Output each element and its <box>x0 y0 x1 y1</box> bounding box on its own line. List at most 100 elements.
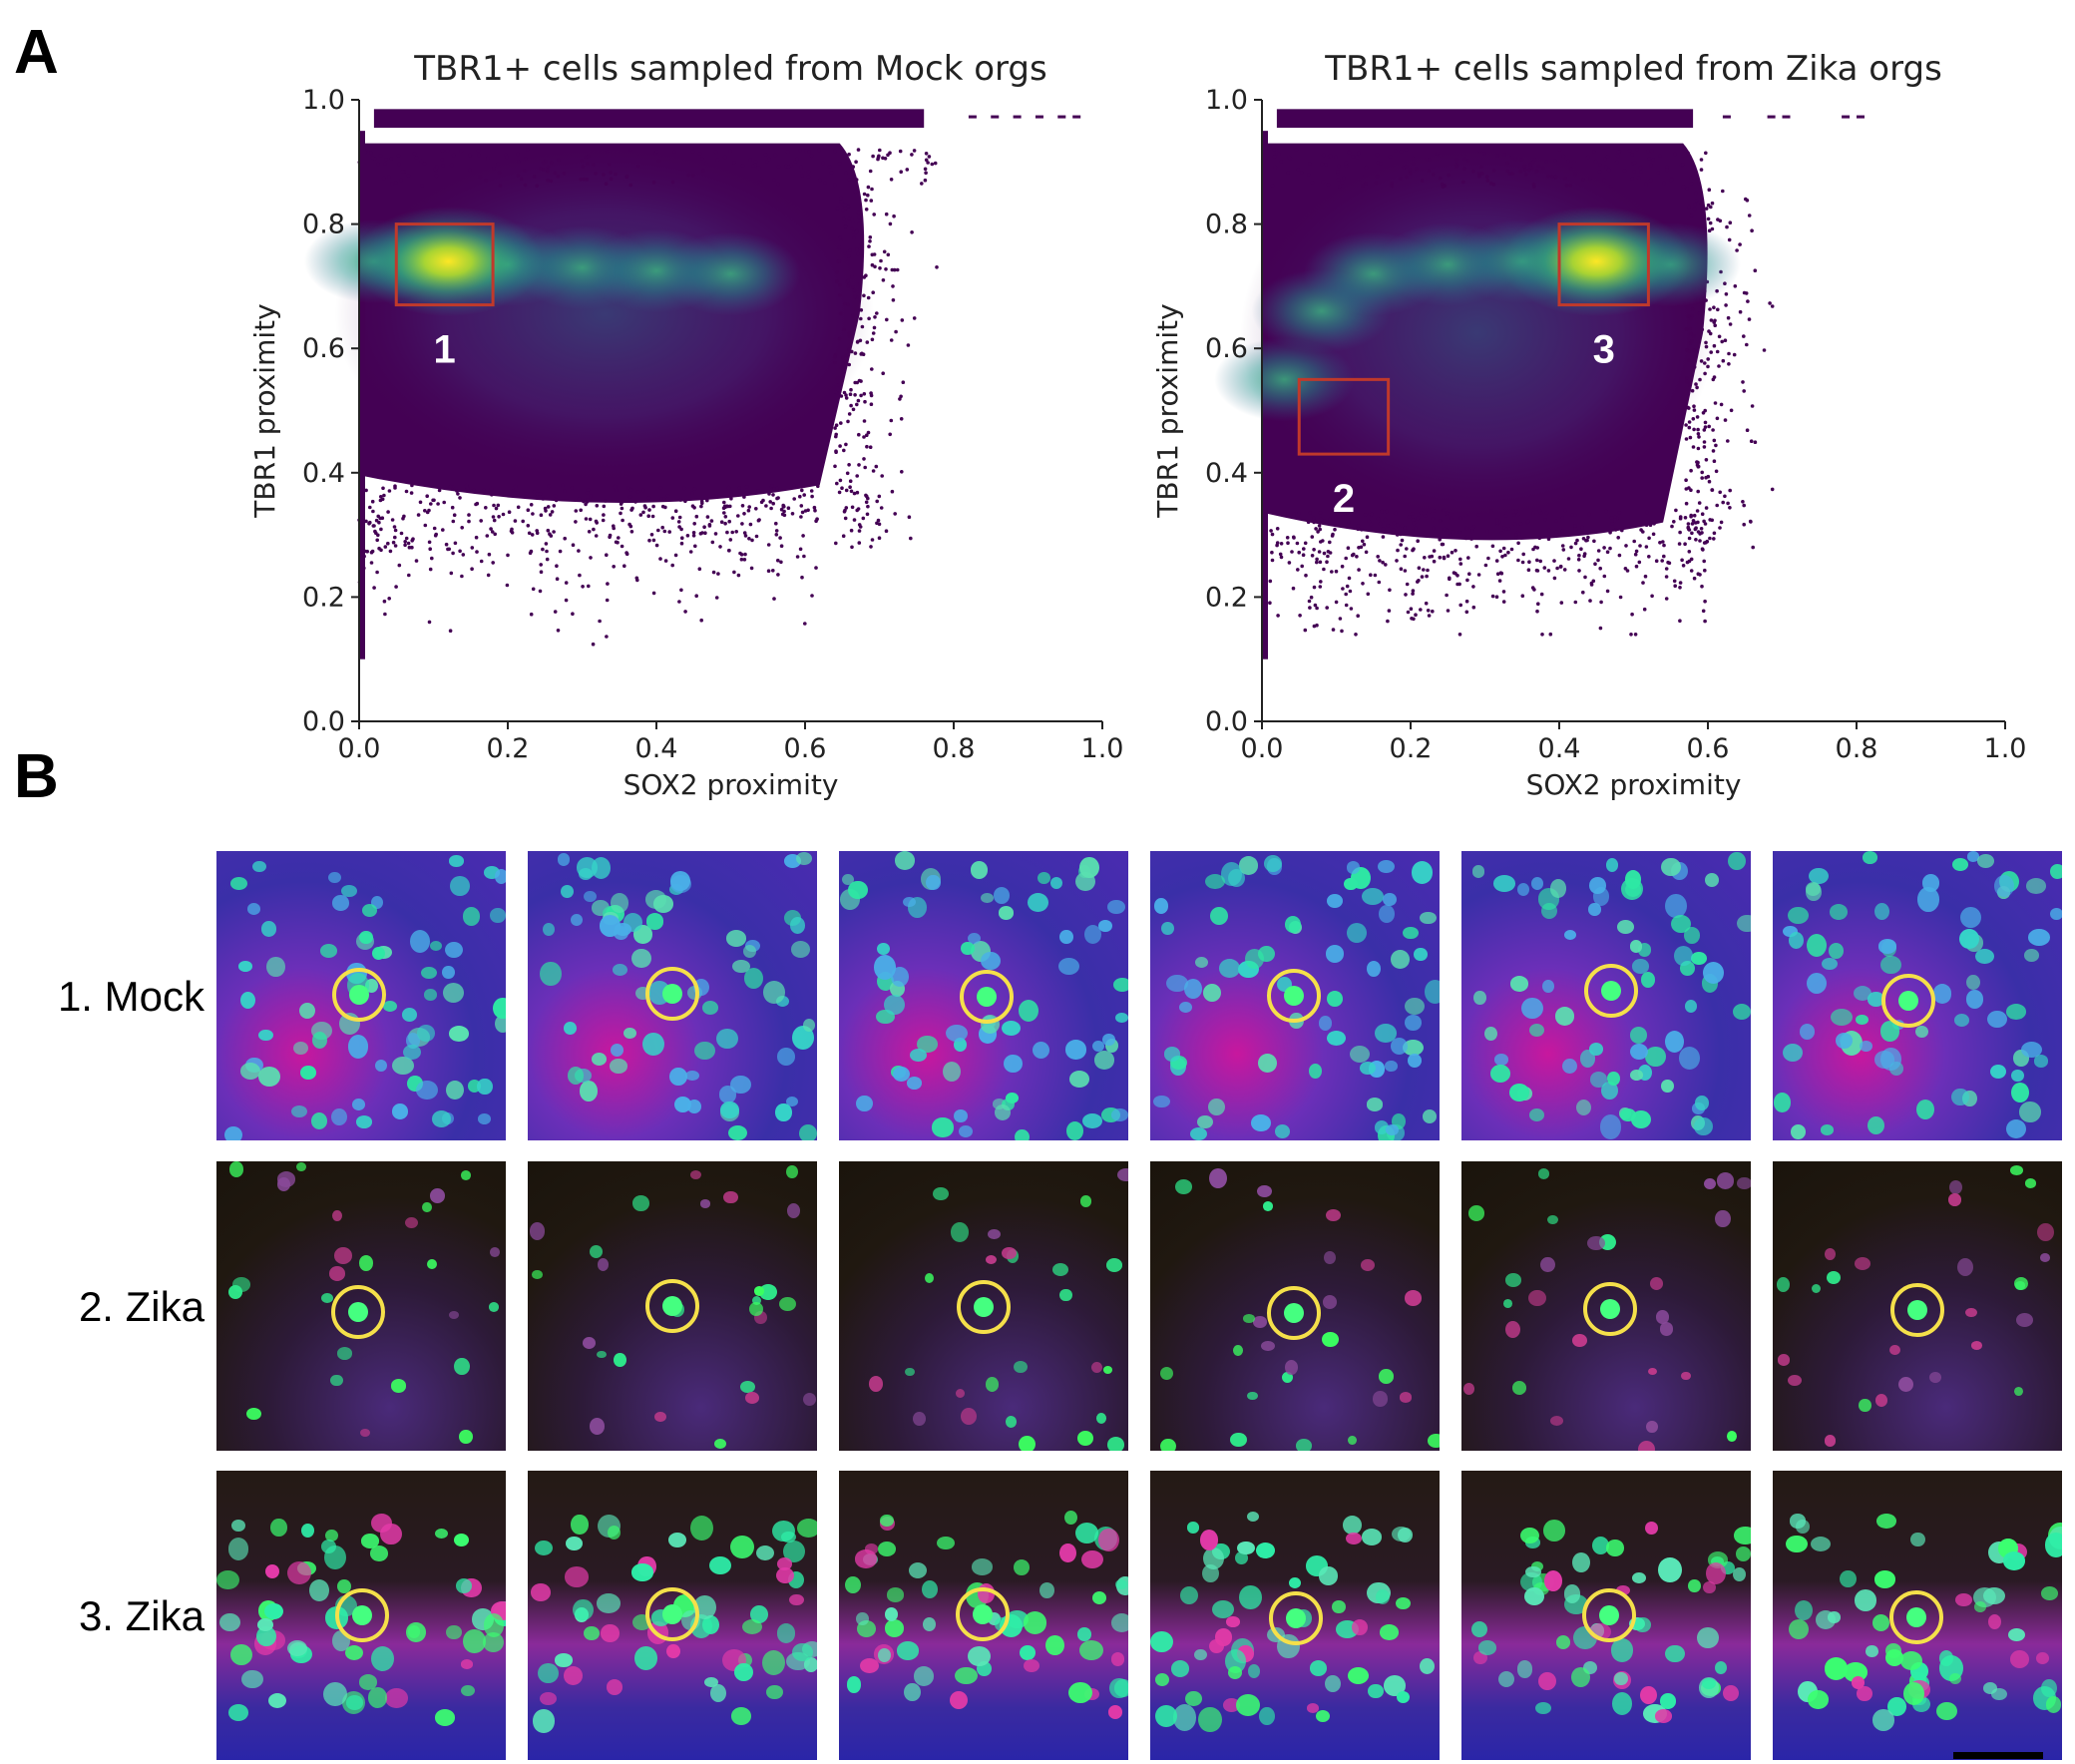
cell-blob <box>1880 955 1902 975</box>
scatter-point <box>379 495 383 499</box>
scatter-point <box>772 597 776 601</box>
scatter-point <box>1633 552 1638 557</box>
scatter-point <box>528 551 533 555</box>
scatter-point <box>1689 514 1693 519</box>
scatter-point <box>1485 529 1489 534</box>
cell-blob <box>1546 1215 1558 1225</box>
cell-blob <box>328 872 342 884</box>
scatter-point <box>865 494 869 499</box>
cell-blob <box>1397 1691 1411 1704</box>
scatter-point <box>394 181 398 185</box>
scatter-point <box>467 519 471 524</box>
cell-blob <box>1854 1588 1877 1611</box>
scatter-point <box>716 572 720 576</box>
scatter-point <box>403 540 408 544</box>
scatter-point <box>1566 557 1571 561</box>
scatter-point <box>1684 501 1689 506</box>
scatter-point <box>933 161 938 166</box>
scatter-point <box>852 518 857 522</box>
scatter-point <box>1464 526 1469 531</box>
scatter-point <box>498 184 503 188</box>
scatter-point <box>543 506 548 511</box>
scatter-point <box>1341 515 1345 519</box>
scatter-point <box>690 504 695 509</box>
scatter-point <box>1426 609 1431 613</box>
scatter-point <box>494 506 499 511</box>
scatter-point <box>650 514 655 519</box>
cell-blob <box>488 1302 499 1312</box>
scatter-point <box>683 499 687 504</box>
scatter-point <box>800 575 804 580</box>
scatter-point <box>547 484 552 489</box>
scatter-point <box>1505 161 1509 166</box>
scatter-point <box>1654 559 1659 563</box>
scatter-point <box>1450 550 1454 555</box>
cell-blob <box>936 1536 955 1550</box>
cell-blob <box>1322 1331 1340 1347</box>
scatter-point <box>848 248 852 252</box>
scatter-point <box>1701 609 1706 614</box>
highlight-ring <box>1267 1286 1321 1340</box>
scatter-point <box>1553 175 1558 179</box>
scatter-point <box>1484 175 1489 179</box>
scatter-point <box>1553 159 1557 163</box>
cell-blob <box>1013 1559 1030 1575</box>
cell-blob <box>748 1301 763 1316</box>
cell-blob <box>319 943 338 958</box>
scatter-point <box>1328 551 1333 555</box>
scatter-point <box>792 497 796 501</box>
scatter-point <box>866 185 871 190</box>
scatter-point <box>1593 562 1597 566</box>
cell-blob <box>950 1222 969 1242</box>
cell-blob <box>360 1534 380 1548</box>
microscopy-image <box>528 1471 817 1760</box>
scatter-point <box>1719 402 1724 407</box>
cell-blob <box>1680 1371 1691 1381</box>
scatter-point <box>1442 508 1446 513</box>
scatter-point <box>522 169 527 173</box>
scatter-point <box>776 165 781 169</box>
scatter-point <box>581 165 586 169</box>
scatter-point <box>651 180 656 185</box>
cell-blob <box>2036 1652 2049 1665</box>
cell-blob <box>1914 1025 1928 1039</box>
cell-blob <box>1650 1276 1664 1290</box>
scatter-point <box>1507 172 1512 176</box>
cell-blob <box>896 1641 920 1660</box>
scatter-point <box>1464 610 1469 615</box>
scatter-point <box>1275 541 1280 545</box>
scatter-point <box>654 150 659 154</box>
scatter-point <box>580 159 584 163</box>
scatter-point <box>1715 503 1719 508</box>
cell-blob <box>483 1613 505 1638</box>
cell-blob <box>351 1099 365 1110</box>
cell-blob <box>877 1648 891 1663</box>
scatter-point <box>380 497 385 502</box>
scatter-point <box>1678 530 1682 535</box>
scatter-point <box>1334 600 1339 605</box>
cell-blob <box>1097 919 1112 933</box>
scatter-point <box>1582 552 1587 556</box>
scatter-point <box>468 168 473 173</box>
scatter-point <box>390 182 394 187</box>
cell-blob <box>455 1577 473 1594</box>
scatter-point <box>1471 169 1475 174</box>
scatter-point <box>635 164 640 169</box>
scatter-point <box>1665 168 1670 173</box>
scatter-point <box>1651 158 1655 162</box>
cell-blob <box>1614 1671 1628 1686</box>
scatter-point <box>656 528 660 533</box>
scatter-point <box>1356 527 1361 531</box>
scatter-point <box>1647 157 1651 161</box>
cell-blob <box>1027 892 1048 912</box>
x-tick-label: 1.0 <box>1984 733 2027 764</box>
cell-blob <box>1664 1031 1685 1054</box>
cell-blob <box>720 1101 740 1119</box>
scatter-point <box>1664 597 1669 601</box>
cell-blob <box>540 1692 558 1706</box>
scatter-point <box>1699 527 1704 531</box>
scatter-point <box>1396 548 1400 553</box>
microscopy-image <box>1461 1161 1751 1451</box>
scatter-point <box>1723 338 1728 343</box>
scatter-point <box>516 174 521 178</box>
